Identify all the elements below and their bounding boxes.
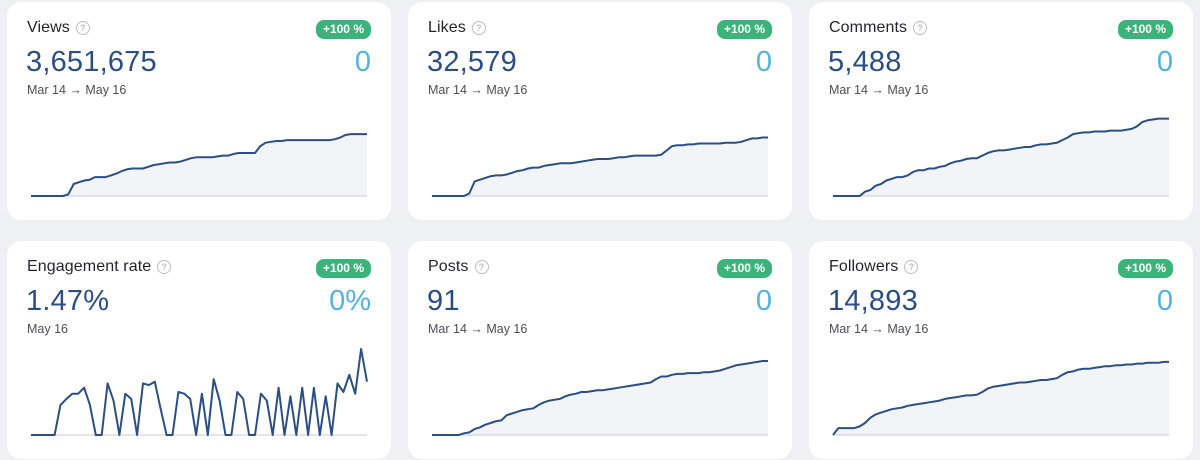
help-icon[interactable]: ?: [75, 21, 90, 35]
help-icon[interactable]: ?: [474, 260, 489, 274]
stat-card-posts[interactable]: Posts ? +100 % 91 0 Mar 14 → May 16: [408, 241, 792, 459]
metric-value: 1.47%: [26, 285, 110, 317]
metric-value: 5,488: [828, 46, 902, 78]
growth-badge: +100 %: [1117, 259, 1173, 278]
metric-change: 0: [354, 46, 371, 78]
date-range: Mar 14 → May 16: [428, 322, 528, 336]
card-title: Likes: [428, 19, 466, 36]
sparkline-chart: [432, 360, 768, 436]
sparkline-area: [833, 361, 1169, 435]
metric-change: 0: [1156, 46, 1173, 78]
card-title-row: Engagement rate ?: [27, 258, 172, 276]
growth-badge: +100 %: [315, 20, 371, 39]
card-title-row: Posts ?: [428, 258, 489, 276]
date-range: Mar 14 → May 16: [27, 83, 127, 97]
sparkline-area: [31, 134, 367, 196]
sparkline-series-line: [832, 360, 1169, 436]
growth-badge: +100 %: [716, 259, 772, 278]
metric-value: 3,651,675: [26, 46, 157, 78]
sparkline-chart: [432, 136, 768, 197]
metric-value: 91: [427, 285, 460, 317]
sparkline-series-line: [31, 133, 367, 197]
card-title-row: Comments ?: [829, 19, 928, 37]
sparkline-chart: [833, 117, 1169, 197]
metric-value: 14,893: [828, 285, 918, 317]
card-title: Posts: [428, 258, 469, 275]
sparkline-area: [432, 137, 768, 196]
stat-card-comments[interactable]: Comments ? +100 % 5,488 0 Mar 14 → May 1…: [809, 2, 1193, 220]
sparkline-series-line: [833, 117, 1169, 197]
date-range: Mar 14 → May 16: [428, 83, 528, 97]
help-icon[interactable]: ?: [157, 260, 172, 274]
sparkline-area: [833, 118, 1169, 196]
sparkline-series-line: [432, 360, 768, 436]
growth-badge: +100 %: [1117, 20, 1173, 39]
sparkline-chart: [31, 133, 367, 197]
sparkline-area: [432, 361, 768, 435]
metric-change: 0: [755, 46, 772, 78]
help-icon[interactable]: ?: [904, 260, 919, 274]
stat-card-engagement-rate[interactable]: Engagement rate ? +100 % 1.47% 0% May 16: [7, 241, 391, 459]
metric-value: 32,579: [427, 46, 517, 78]
stat-card-likes[interactable]: Likes ? +100 % 32,579 0 Mar 14 → May 16: [408, 2, 792, 220]
stat-card-followers[interactable]: Followers ? +100 % 14,893 0 Mar 14 → May…: [809, 241, 1193, 459]
card-title: Comments: [829, 19, 908, 36]
date-range: Mar 14 → May 16: [829, 83, 929, 97]
metric-change: 0: [755, 285, 772, 317]
sparkline-series-line: [432, 136, 768, 197]
help-icon[interactable]: ?: [471, 21, 486, 35]
card-title-row: Likes ?: [428, 19, 486, 37]
card-title: Views: [27, 19, 70, 36]
growth-badge: +100 %: [315, 259, 371, 278]
date-range: May 16: [27, 322, 68, 336]
stat-card-views[interactable]: Views ? +100 % 3,651,675 0 Mar 14 → May …: [7, 2, 391, 220]
card-title-row: Views ?: [27, 19, 90, 37]
date-range: Mar 14 → May 16: [829, 322, 929, 336]
card-title-row: Followers ?: [829, 258, 919, 276]
growth-badge: +100 %: [716, 20, 772, 39]
sparkline-chart: [31, 348, 368, 436]
card-title: Followers: [829, 258, 899, 275]
metric-change: 0: [1156, 285, 1173, 317]
metric-change: 0%: [329, 285, 371, 317]
card-title: Engagement rate: [27, 258, 152, 275]
help-icon[interactable]: ?: [913, 21, 928, 35]
sparkline-series-line: [31, 348, 368, 436]
sparkline-chart: [832, 360, 1169, 436]
